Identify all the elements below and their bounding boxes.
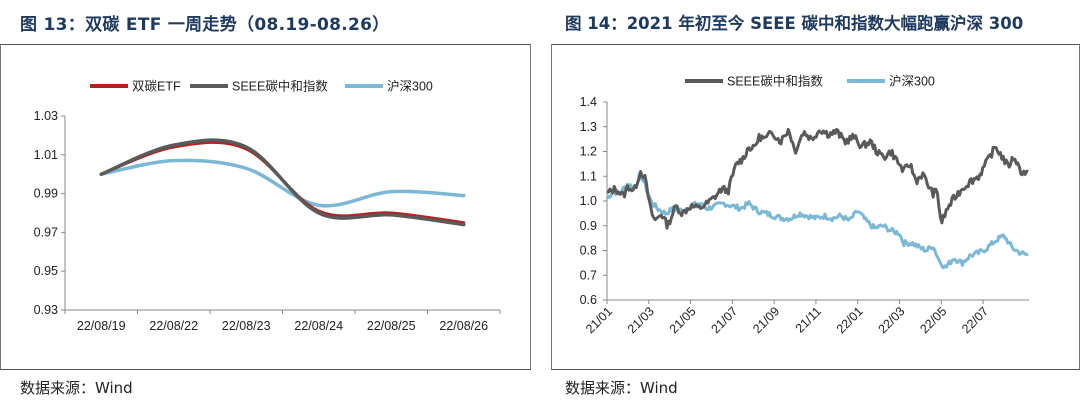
chart-frame [0, 44, 531, 369]
y-tick-label: 1.2 [580, 145, 597, 159]
x-tick-label: 21/05 [667, 304, 699, 336]
seee-vs-hs300-chart: 1.4 1.3 1.2 1.1 1.0 0.9 0.8 0.7 0.621/01 21/03 21/… [580, 74, 1029, 336]
panel-seee-vs-hs300: 图 14：2021 年初至今 SEEE 碳中和指数大幅跑赢沪深 300 1.4 1… [551, 0, 1080, 412]
panel-etf-weekly: 图 13：双碳 ETF 一周走势（08.19-08.26） 1.03 1.01 0.… [0, 0, 531, 412]
etf-weekly-chart: 1.03 1.01 0.99 0.97 0.95 0.93 22/08/19 22/08/22… [34, 79, 501, 333]
legend-label-2: 沪深300 [387, 80, 433, 94]
title-divider [0, 44, 531, 45]
x-tick-label: 21/07 [708, 304, 740, 336]
x-tick-label: 22/08/25 [367, 319, 416, 333]
x-tick-label: 22/01 [834, 304, 866, 336]
source-divider [551, 369, 1080, 370]
y-tick-label: 0.6 [580, 293, 597, 307]
chart-title: 图 13：双碳 ETF 一周走势（08.19-08.26） [20, 15, 390, 35]
data-source: 数据来源：Wind [20, 379, 133, 397]
x-tick-label: 22/05 [917, 304, 949, 336]
y-tick-label: 0.97 [34, 225, 58, 239]
x-tick-label: 22/08/22 [149, 319, 198, 333]
y-tick-label: 1.03 [34, 109, 58, 123]
y-tick-label: 0.99 [34, 187, 58, 201]
x-tick-label: 21/11 [793, 304, 824, 335]
y-tick-label: 1.0 [580, 194, 597, 208]
legend-label-1: 沪深300 [889, 75, 935, 89]
x-tick-label: 21/01 [583, 304, 615, 336]
y-tick-label: 1.01 [34, 148, 58, 162]
x-tick-label: 22/08/19 [77, 319, 126, 333]
x-tick-label: 21/09 [750, 304, 782, 336]
x-tick-label: 22/08/26 [439, 319, 488, 333]
x-tick-label: 21/03 [625, 304, 657, 336]
y-tick-label: 0.7 [580, 268, 597, 282]
chart-title: 图 14：2021 年初至今 SEEE 碳中和指数大幅跑赢沪深 300 [565, 14, 1024, 33]
y-tick-label: 0.8 [580, 244, 597, 258]
legend-label-1: SEEE碳中和指数 [232, 79, 328, 94]
y-tick-label: 0.9 [580, 219, 597, 233]
x-tick-label: 22/08/24 [294, 319, 343, 333]
y-tick-label: 0.95 [34, 264, 58, 278]
y-tick-label: 0.93 [34, 303, 58, 317]
legend-label-0: 双碳ETF [132, 80, 181, 94]
x-tick-label: 22/07 [959, 304, 991, 336]
y-tick-label: 1.3 [580, 120, 597, 134]
legend-label-0: SEEE碳中和指数 [727, 74, 823, 89]
data-source: 数据来源：Wind [565, 379, 678, 397]
title-divider [551, 44, 1080, 45]
y-tick-label: 1.4 [580, 95, 597, 109]
series-line-seee [606, 127, 1029, 230]
x-tick-label: 22/03 [876, 304, 908, 336]
x-tick-label: 22/08/23 [222, 319, 271, 333]
series-line-2 [99, 158, 466, 208]
y-tick-label: 1.1 [580, 169, 597, 183]
source-divider [0, 369, 531, 370]
series-line-1 [99, 138, 466, 227]
